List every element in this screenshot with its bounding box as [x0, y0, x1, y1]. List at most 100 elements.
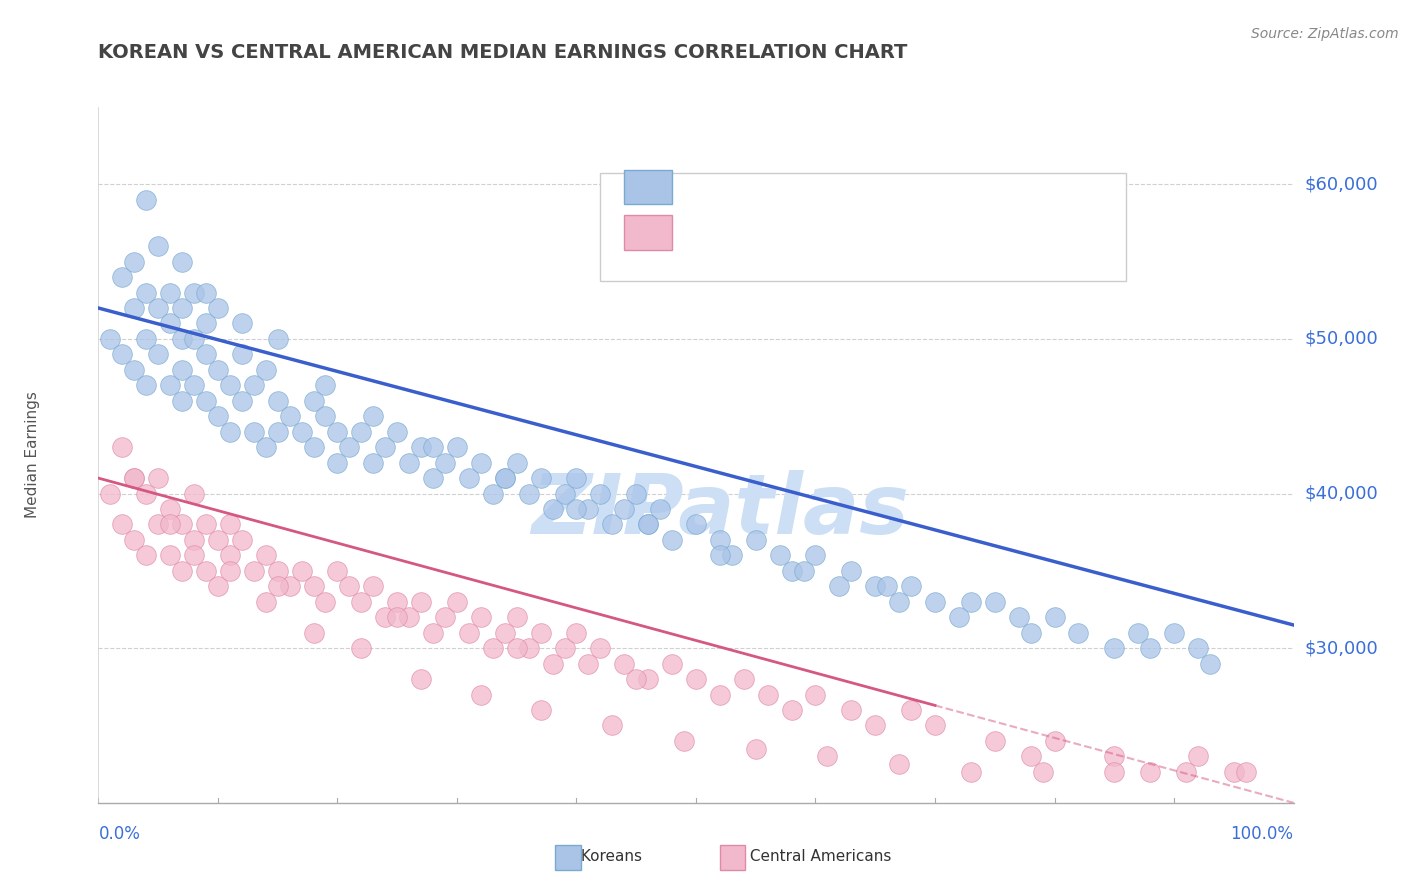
Text: $50,000: $50,000 — [1305, 330, 1378, 348]
Point — [326, 456, 349, 470]
Point — [243, 564, 266, 578]
Text: ZIPatlas: ZIPatlas — [531, 470, 908, 551]
Point — [1139, 641, 1161, 656]
Point — [709, 549, 731, 563]
Point — [124, 471, 146, 485]
Point — [254, 363, 277, 377]
Point — [1128, 625, 1150, 640]
Point — [111, 517, 134, 532]
Point — [172, 332, 194, 346]
Point — [793, 564, 815, 578]
Point — [589, 641, 612, 656]
Point — [900, 579, 922, 593]
Text: Source: ZipAtlas.com: Source: ZipAtlas.com — [1251, 27, 1399, 41]
Point — [624, 486, 647, 500]
Point — [889, 595, 911, 609]
Text: $30,000: $30,000 — [1305, 640, 1378, 657]
Point — [111, 270, 134, 285]
Point — [411, 440, 433, 454]
Point — [326, 425, 349, 439]
Point — [1007, 610, 1029, 624]
Point — [302, 393, 325, 408]
Point — [780, 703, 803, 717]
Point — [529, 703, 551, 717]
Point — [231, 317, 253, 331]
Point — [194, 393, 217, 408]
Point — [624, 672, 647, 686]
Point — [302, 625, 325, 640]
Point — [135, 193, 157, 207]
Point — [278, 579, 301, 593]
Point — [422, 471, 444, 485]
Point — [433, 610, 456, 624]
Point — [124, 533, 146, 547]
Point — [411, 595, 433, 609]
Point — [839, 703, 862, 717]
Point — [219, 549, 242, 563]
Text: 100.0%: 100.0% — [1230, 825, 1294, 843]
Point — [111, 347, 134, 361]
Point — [1187, 749, 1209, 764]
Point — [600, 718, 623, 732]
Point — [111, 440, 134, 454]
Point — [350, 595, 373, 609]
Point — [98, 332, 122, 346]
Point — [148, 517, 170, 532]
Point — [207, 579, 229, 593]
Point — [446, 595, 468, 609]
Point — [148, 471, 170, 485]
Point — [1187, 641, 1209, 656]
Point — [207, 363, 229, 377]
Point — [959, 595, 981, 609]
Point — [315, 378, 337, 392]
Point — [576, 502, 599, 516]
Point — [172, 363, 194, 377]
Point — [337, 440, 360, 454]
Point — [673, 734, 696, 748]
Point — [470, 610, 492, 624]
Point — [135, 486, 157, 500]
Point — [863, 579, 886, 593]
Point — [481, 641, 505, 656]
Point — [363, 409, 385, 424]
Point — [506, 641, 529, 656]
Point — [183, 533, 205, 547]
Point — [243, 425, 266, 439]
Point — [135, 332, 157, 346]
Point — [159, 285, 181, 300]
Point — [302, 440, 325, 454]
Point — [219, 378, 242, 392]
Point — [709, 688, 731, 702]
Point — [470, 456, 492, 470]
Point — [804, 549, 827, 563]
Point — [804, 688, 827, 702]
Point — [1032, 764, 1054, 779]
Point — [924, 595, 946, 609]
Point — [159, 502, 181, 516]
Point — [481, 486, 505, 500]
Point — [1102, 641, 1125, 656]
Point — [983, 595, 1005, 609]
Text: 0.0%: 0.0% — [98, 825, 141, 843]
Point — [337, 579, 360, 593]
Point — [1175, 764, 1198, 779]
Point — [839, 564, 862, 578]
Point — [889, 757, 911, 772]
Point — [529, 625, 551, 640]
Point — [159, 549, 181, 563]
Point — [815, 749, 838, 764]
Point — [959, 764, 981, 779]
Text: $60,000: $60,000 — [1305, 176, 1378, 194]
Point — [554, 641, 576, 656]
Point — [506, 456, 529, 470]
Point — [983, 734, 1005, 748]
Point — [267, 579, 290, 593]
Point — [183, 549, 205, 563]
Point — [1043, 734, 1066, 748]
Point — [411, 672, 433, 686]
Point — [267, 332, 290, 346]
Point — [863, 718, 886, 732]
Point — [124, 301, 146, 315]
Point — [124, 471, 146, 485]
Point — [745, 741, 768, 756]
